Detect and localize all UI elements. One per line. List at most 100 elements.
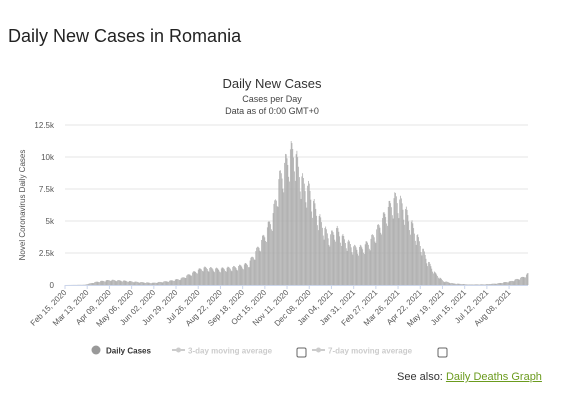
bar[interactable] <box>398 218 400 285</box>
bar[interactable] <box>393 198 395 285</box>
bar[interactable] <box>152 282 154 285</box>
bar[interactable] <box>426 263 428 285</box>
bar[interactable] <box>225 271 227 285</box>
bar[interactable] <box>201 270 203 285</box>
bar[interactable] <box>331 230 333 285</box>
bar[interactable] <box>387 225 388 285</box>
bar[interactable] <box>411 220 413 285</box>
bar[interactable] <box>338 231 340 285</box>
bar[interactable] <box>290 141 292 285</box>
bar[interactable] <box>93 283 95 285</box>
bar[interactable] <box>299 191 301 285</box>
bar[interactable] <box>403 219 405 285</box>
bar[interactable] <box>188 274 190 285</box>
bar[interactable] <box>486 284 488 285</box>
bar[interactable] <box>527 273 529 285</box>
bar[interactable] <box>351 252 353 285</box>
bar[interactable] <box>233 265 234 285</box>
bar[interactable] <box>302 173 304 285</box>
bar[interactable] <box>300 198 302 285</box>
bar[interactable] <box>142 282 144 285</box>
bar[interactable] <box>253 259 255 285</box>
bar[interactable] <box>303 183 305 285</box>
bar[interactable] <box>455 283 456 285</box>
bar[interactable] <box>446 281 447 285</box>
bar[interactable] <box>513 281 515 285</box>
bar[interactable] <box>453 283 455 285</box>
bar[interactable] <box>506 282 507 285</box>
bar[interactable] <box>466 284 468 285</box>
bar[interactable] <box>419 241 420 285</box>
bar[interactable] <box>470 284 471 285</box>
bar[interactable] <box>226 267 228 285</box>
bar[interactable] <box>516 278 518 285</box>
bar[interactable] <box>208 271 210 285</box>
bar[interactable] <box>496 283 498 285</box>
bar[interactable] <box>221 267 223 285</box>
bar[interactable] <box>423 248 424 285</box>
bar[interactable] <box>355 247 357 285</box>
bar[interactable] <box>382 212 384 285</box>
bar[interactable] <box>293 157 294 285</box>
bar[interactable] <box>383 212 385 285</box>
bar[interactable] <box>365 241 367 285</box>
bar[interactable] <box>197 269 199 285</box>
bar[interactable] <box>451 283 453 285</box>
bar[interactable] <box>312 217 313 285</box>
bar[interactable] <box>146 282 147 285</box>
bar[interactable] <box>470 284 472 285</box>
bar[interactable] <box>116 281 118 285</box>
bar[interactable] <box>231 271 233 285</box>
bar[interactable] <box>129 280 131 285</box>
bar[interactable] <box>118 280 119 285</box>
bar[interactable] <box>417 234 419 285</box>
bar[interactable] <box>354 244 355 285</box>
bar[interactable] <box>101 280 103 285</box>
bar[interactable] <box>388 200 390 285</box>
bar[interactable] <box>205 266 206 285</box>
bar[interactable] <box>204 266 206 285</box>
bar[interactable] <box>396 196 397 285</box>
bar[interactable] <box>328 244 330 285</box>
bar[interactable] <box>103 281 105 285</box>
bar[interactable] <box>491 283 493 285</box>
bar[interactable] <box>249 260 251 285</box>
bar[interactable] <box>196 273 197 285</box>
bar[interactable] <box>415 244 417 285</box>
bar[interactable] <box>344 239 345 285</box>
bar[interactable] <box>138 282 140 285</box>
bar[interactable] <box>104 281 106 285</box>
bar[interactable] <box>420 251 422 285</box>
bar[interactable] <box>271 229 272 285</box>
bar[interactable] <box>245 263 247 285</box>
bar[interactable] <box>333 234 335 285</box>
bar[interactable] <box>140 282 142 285</box>
bar[interactable] <box>280 173 282 285</box>
bar[interactable] <box>187 274 188 285</box>
bar[interactable] <box>288 176 290 285</box>
bar[interactable] <box>262 234 264 285</box>
bar[interactable] <box>442 281 444 285</box>
bar[interactable] <box>481 284 483 285</box>
bar[interactable] <box>454 283 456 285</box>
bar[interactable] <box>160 282 162 285</box>
bar[interactable] <box>94 282 95 285</box>
bar[interactable] <box>202 271 204 285</box>
bar[interactable] <box>161 282 163 285</box>
bar[interactable] <box>137 281 138 285</box>
bar[interactable] <box>400 198 402 285</box>
bar[interactable] <box>424 251 425 285</box>
bar[interactable] <box>462 284 464 285</box>
bar[interactable] <box>378 225 380 285</box>
bar[interactable] <box>170 280 172 285</box>
bar[interactable] <box>272 213 274 285</box>
bar[interactable] <box>280 170 281 285</box>
bar[interactable] <box>477 284 479 285</box>
bar[interactable] <box>497 283 498 285</box>
bar[interactable] <box>405 209 406 285</box>
bar[interactable] <box>494 283 496 285</box>
bar[interactable] <box>125 280 127 285</box>
bar[interactable] <box>99 282 100 285</box>
bar[interactable] <box>211 267 212 285</box>
bar[interactable] <box>368 248 370 285</box>
